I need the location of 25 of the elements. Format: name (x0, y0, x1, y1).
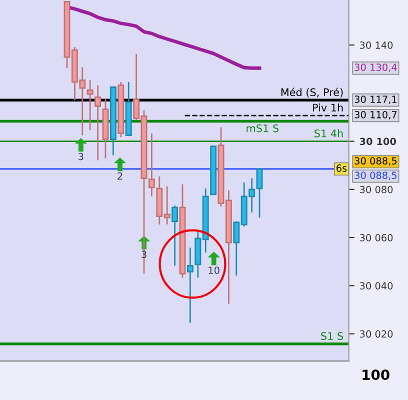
ref-line-label: mS1 S (246, 124, 278, 132)
ref-line-label: S1 4h (314, 129, 343, 138)
text: 30 117,1 (354, 96, 396, 104)
annotation: 3 (78, 152, 84, 160)
annotation: 10 (208, 266, 220, 274)
text: 30 130,4 (354, 64, 397, 72)
ref-line-label: S1 S (321, 332, 344, 340)
text: 30 088,5 (354, 157, 397, 166)
y-tick-label: 30 100 (360, 138, 396, 146)
ref-line-label: Méd (S, Pré) (281, 88, 343, 98)
y-tick-label: 30 020 (360, 330, 393, 338)
candlestick (172, 204, 178, 266)
candlestick (94, 84, 102, 161)
candlestick (186, 246, 194, 324)
annotation: 2 (118, 172, 122, 180)
text: 6s (336, 164, 347, 172)
y-tick-label: 30 060 (360, 234, 393, 242)
text: 100 (362, 370, 390, 380)
y-tick-label: 30 080 (360, 186, 393, 194)
text: 30 110,7 (354, 110, 397, 120)
y-tick-label: 30 040 (360, 282, 393, 290)
candlestick (86, 79, 94, 131)
y-tick-label: 30 140 (360, 41, 393, 49)
text: 30 088,5 (354, 172, 397, 180)
ref-line-label: Piv 1h (312, 104, 343, 112)
